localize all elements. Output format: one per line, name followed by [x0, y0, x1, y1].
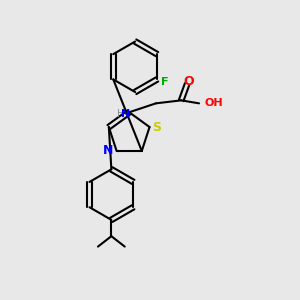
- Text: N: N: [122, 109, 131, 119]
- Text: F: F: [161, 77, 169, 87]
- Text: S: S: [152, 121, 161, 134]
- Text: N: N: [103, 145, 113, 158]
- Text: OH: OH: [205, 98, 224, 108]
- Text: H: H: [117, 109, 125, 119]
- Text: O: O: [183, 74, 194, 88]
